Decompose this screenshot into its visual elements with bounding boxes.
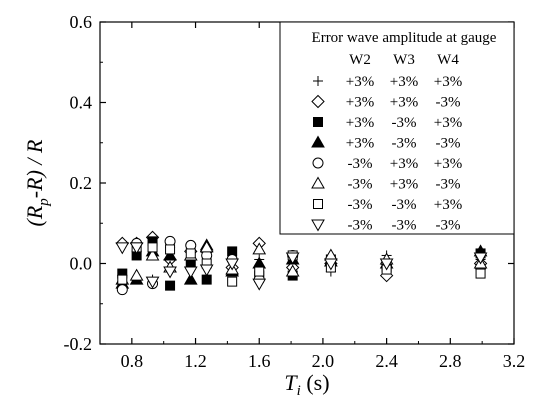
legend-value: -3%: [436, 95, 461, 111]
legend-value: +3%: [346, 115, 374, 131]
legend-marker-circle: [312, 157, 324, 169]
legend-value: +3%: [390, 177, 418, 193]
x-tick-label: 1.2: [184, 351, 207, 371]
legend-marker-square-filled: [313, 117, 323, 127]
data-points: [115, 230, 488, 296]
legend-marker-triangle-up-filled: [311, 135, 325, 148]
legend-value: +3%: [346, 136, 374, 152]
legend-value: +3%: [346, 95, 374, 111]
point-triangle-down: [473, 252, 488, 265]
legend-value: +3%: [434, 74, 462, 90]
legend-column-w3: W3: [393, 52, 415, 68]
x-tick-label: 0.8: [121, 351, 144, 371]
legend-marker-plus: [313, 76, 323, 86]
point-triangle-down: [199, 264, 214, 277]
legend-column-w2: W2: [349, 52, 371, 68]
y-axis-label-subscript: p: [36, 198, 52, 207]
x-tick-label: 3.2: [503, 351, 526, 371]
point-triangle-down: [285, 252, 300, 265]
y-axis-label-rest: -R) / R: [22, 139, 47, 198]
point-triangle-up-filled: [183, 272, 198, 285]
y-tick-label: 0.2: [70, 173, 93, 193]
y-tick-label: 0.6: [70, 12, 93, 32]
legend-value: +3%: [390, 74, 418, 90]
legend-marker-square: [313, 199, 323, 209]
legend-title: Error wave amplitude at gauge: [312, 30, 497, 46]
x-tick-label: 2.0: [312, 351, 335, 371]
point-square: [147, 242, 158, 253]
legend-marker-diamond: [311, 94, 325, 109]
legend-marker-triangle-up: [311, 176, 325, 189]
legend-marker-triangle-down: [311, 219, 325, 232]
legend-value: -3%: [436, 218, 461, 234]
legend-value: +3%: [346, 74, 374, 90]
y-axis-label-open: (R: [22, 205, 47, 226]
point-triangle-up: [129, 268, 144, 281]
point-triangle-down: [225, 258, 240, 271]
x-axis-label-unit: (s): [301, 370, 330, 395]
x-tick-label: 2.8: [439, 351, 462, 371]
legend-column-w4: W4: [437, 52, 459, 68]
point-square: [185, 248, 196, 259]
point-triangle-down: [324, 258, 338, 271]
x-axis-label-main: T: [284, 370, 298, 395]
x-axis-label-subscript: i: [297, 383, 301, 399]
y-tick-label: 0.0: [70, 254, 93, 274]
x-tick-label: 1.6: [248, 351, 271, 371]
point-square: [117, 274, 128, 285]
y-tick-label: -0.2: [64, 334, 93, 354]
point-triangle-down: [145, 276, 160, 289]
legend-value: +3%: [390, 156, 418, 172]
axis-ticks: 0.8 1.2 1.6 2.0 2.4 2.8 3.2 -0.2 0.0 0.2 0.4 0.6: [64, 12, 526, 371]
point-triangle-down: [163, 266, 177, 279]
legend-value: +3%: [434, 156, 462, 172]
legend-box: [279, 21, 515, 235]
point-square: [254, 266, 265, 277]
legend-value: -3%: [436, 177, 461, 193]
legend-value: -3%: [392, 197, 417, 213]
point-triangle-up: [199, 240, 214, 253]
point-triangle-down: [129, 242, 144, 255]
legend-value: +3%: [434, 115, 462, 131]
point-triangle-down: [183, 266, 198, 279]
point-triangle-up-filled: [163, 248, 177, 261]
legend-value: -3%: [348, 197, 373, 213]
x-tick-label: 2.4: [375, 351, 398, 371]
point-triangle-up: [285, 264, 300, 277]
legend-value: -3%: [348, 156, 373, 172]
point-triangle-up: [145, 248, 160, 261]
y-axis-label: (Rp-R) / R: [22, 139, 52, 226]
legend-value: -3%: [436, 136, 461, 152]
y-tick-label: 0.4: [70, 93, 93, 113]
legend-value: -3%: [348, 177, 373, 193]
x-axis-label: Ti (s): [284, 370, 329, 399]
legend-value: -3%: [392, 218, 417, 234]
legend-value: +3%: [390, 95, 418, 111]
point-square: [227, 276, 238, 287]
legend-value: -3%: [348, 218, 373, 234]
point-square: [475, 268, 486, 279]
legend-value: -3%: [392, 115, 417, 131]
legend-value: +3%: [434, 197, 462, 213]
point-triangle-down: [252, 278, 267, 291]
point-triangle-down: [115, 242, 130, 255]
point-triangle-up: [252, 242, 267, 255]
legend-value: -3%: [392, 136, 417, 152]
point-triangle-down: [379, 258, 394, 271]
point-circle: [116, 284, 128, 296]
point-square: [165, 244, 176, 255]
point-square-filled: [165, 280, 176, 291]
legend: Error wave amplitude at gauge W2 W3 W4 +…: [279, 21, 515, 235]
